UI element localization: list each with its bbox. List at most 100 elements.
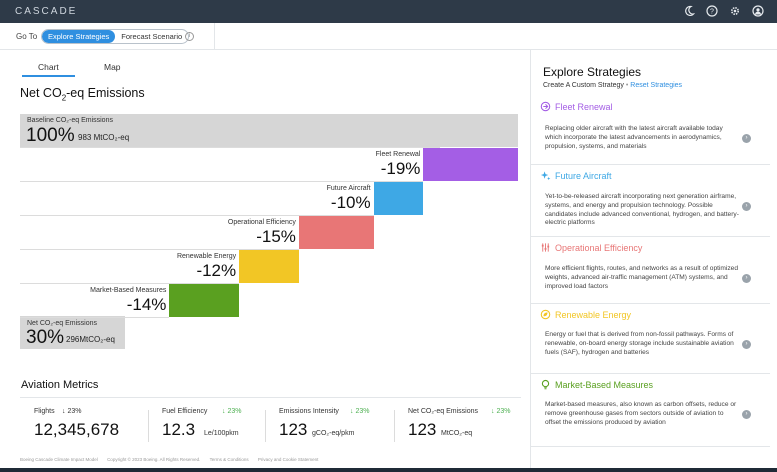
- reset-strategies-link[interactable]: Reset Strategies: [630, 82, 683, 89]
- chart-title-suffix: -eq Emissions: [66, 86, 145, 100]
- chevron-right-icon[interactable]: ›: [742, 134, 751, 143]
- metric-fuel-efficiency: Fuel Efficiency ↓ 23% 12.3 Le/100pkm: [162, 398, 267, 446]
- fleet-renewal-bar: [423, 148, 518, 181]
- metric-value: 123: [279, 420, 308, 439]
- baseline-value-number: 983: [78, 133, 92, 142]
- strategy-card-fleet-renewal[interactable]: Fleet Renewal Replacing older aircraft w…: [531, 99, 771, 165]
- fleet-renewal-percent: -19%: [380, 159, 421, 178]
- metric-label: Fuel Efficiency: [162, 408, 208, 415]
- footer: Boeing Cascade Climate Impact Model Copy…: [20, 457, 326, 462]
- strategy-description: Energy or fuel that is derived from non-…: [545, 331, 734, 356]
- metric-value: 12,345,678: [34, 420, 120, 439]
- strategy-description: Market-based measures, also known as car…: [545, 401, 737, 426]
- strategy-header: Fleet Renewal: [539, 101, 613, 113]
- explore-strategies-button[interactable]: Explore Strategies: [42, 30, 116, 43]
- market-based-measures-bar: [169, 284, 240, 317]
- strategy-description: More efficient flights, routes, and netw…: [545, 265, 739, 290]
- future-aircraft-label: Future Aircraft: [326, 185, 371, 192]
- forecast-scenario-button[interactable]: Forecast Scenario: [121, 32, 183, 41]
- top-bar: CASCADE ?: [0, 0, 777, 23]
- renewable-energy-percent: -12%: [196, 261, 237, 280]
- baseline-value: 983 MtCO₂-eq: [78, 133, 129, 142]
- metric-divider: [394, 410, 395, 442]
- chevron-right-icon[interactable]: ›: [742, 410, 751, 419]
- metric-unit: gCO₂-eq/pkm: [312, 430, 355, 437]
- row-divider: [20, 317, 170, 318]
- sidebar-subtitle: Create A Custom Strategy • Reset Strateg…: [543, 82, 682, 89]
- gear-icon[interactable]: [729, 5, 742, 18]
- future-aircraft-bar: [373, 182, 424, 215]
- metric-divider: [148, 410, 149, 442]
- net-bar: [20, 316, 125, 349]
- strategy-name: Future Aircraft: [555, 171, 612, 181]
- chart-title-prefix: Net CO: [20, 86, 62, 100]
- subtitle-separator: •: [625, 82, 629, 89]
- metric-divider: [265, 410, 266, 442]
- brand-logo[interactable]: CASCADE: [15, 6, 78, 17]
- net-percent: 30%: [26, 327, 65, 348]
- market-based-measures-label: Market-Based Measures: [90, 287, 167, 294]
- chevron-right-icon[interactable]: ›: [742, 274, 751, 283]
- metric-value: 12.3: [162, 420, 196, 439]
- user-icon[interactable]: [752, 5, 765, 18]
- row-divider: [20, 283, 240, 284]
- metric-net-emissions: Net CO₂-eq Emissions ↓ 23% 123 MtCO₂-eq: [408, 398, 520, 446]
- tab-map[interactable]: Map: [104, 62, 121, 72]
- metric-label: Net CO₂-eq Emissions: [408, 408, 479, 415]
- strategy-name: Renewable Energy: [555, 310, 632, 320]
- chart-title: Net CO2-eq Emissions: [20, 86, 145, 103]
- row-divider: [20, 181, 424, 182]
- operational-efficiency-bar: [298, 216, 374, 249]
- sparkle-icon: [539, 170, 551, 182]
- view-tabs: Chart Map: [22, 60, 152, 77]
- strategy-header: Renewable Energy: [539, 309, 631, 321]
- metric-change: ↓ 23%: [222, 408, 242, 415]
- tab-chart[interactable]: Chart: [38, 62, 59, 72]
- operational-efficiency-label: Operational Efficiency: [227, 219, 296, 226]
- strategy-card-leaf[interactable]: Renewable Energy Energy or fuel that is …: [531, 307, 771, 374]
- chevron-right-icon[interactable]: ›: [742, 202, 751, 211]
- nav-bar: Go To Explore Strategies Forecast Scenar…: [0, 23, 777, 50]
- strategy-name: Fleet Renewal: [555, 102, 613, 112]
- baseline-percent: 100%: [26, 125, 75, 146]
- metric-flights: Flights ↓ 23% 12,345,678: [34, 398, 154, 446]
- future-aircraft-percent: -10%: [330, 193, 371, 212]
- row-divider: [20, 215, 374, 216]
- info-icon[interactable]: i: [185, 32, 194, 41]
- strategy-name: Operational Efficiency: [555, 243, 643, 253]
- top-icons: ?: [683, 5, 765, 18]
- sliders-icon: [539, 242, 551, 254]
- metric-change: ↓ 23%: [350, 408, 370, 415]
- strategy-description: Replacing older aircraft with the latest…: [545, 125, 723, 150]
- nav-divider: [214, 23, 215, 50]
- metric-change: ↓ 23%: [62, 408, 82, 415]
- strategies-sidebar: Explore Strategies Create A Custom Strat…: [530, 50, 771, 468]
- strategy-header: Future Aircraft: [539, 170, 612, 182]
- fleet-renewal-label: Fleet Renewal: [375, 151, 421, 158]
- net-value: 296MtCO₂-eq: [66, 335, 115, 344]
- view-switcher: Explore Strategies Forecast Scenario: [41, 29, 190, 44]
- main-panel: Chart Map Net CO2-eq Emissions Baseline …: [0, 50, 530, 468]
- fleet-renewal-icon: [539, 101, 551, 113]
- create-strategy-link[interactable]: Create A Custom Strategy: [543, 82, 624, 89]
- net-value-number: 296: [66, 335, 80, 344]
- chevron-right-icon[interactable]: ›: [742, 340, 751, 349]
- strategy-card-sliders[interactable]: Operational Efficiency More efficient fl…: [531, 240, 771, 304]
- footer-privacy-link[interactable]: Privacy and Cookie Statement: [257, 457, 319, 462]
- strategy-card-sparkle[interactable]: Future Aircraft Yet-to-be-released aircr…: [531, 168, 771, 237]
- strategy-header: Market-Based Measures: [539, 379, 653, 391]
- scroll-gutter: [770, 50, 777, 468]
- metric-value: 123: [408, 420, 437, 439]
- metric-change: ↓ 23%: [491, 408, 511, 415]
- sidebar-title: Explore Strategies: [543, 65, 642, 79]
- metrics-title: Aviation Metrics: [21, 379, 99, 391]
- goto-label: Go To: [16, 32, 38, 41]
- strategy-card-lightbulb[interactable]: Market-Based Measures Market-based measu…: [531, 377, 771, 447]
- footer-copyright: Copyright © 2023 Boeing. All Rights Rese…: [107, 457, 201, 462]
- moon-icon[interactable]: [683, 5, 696, 18]
- help-icon[interactable]: ?: [706, 5, 719, 18]
- footer-terms-link[interactable]: Terms & Conditions: [209, 457, 249, 462]
- strategy-header: Operational Efficiency: [539, 242, 642, 254]
- net-label: Net CO₂-eq Emissions: [27, 320, 98, 327]
- footer-brand: Boeing Cascade Climate Impact Model: [20, 457, 98, 462]
